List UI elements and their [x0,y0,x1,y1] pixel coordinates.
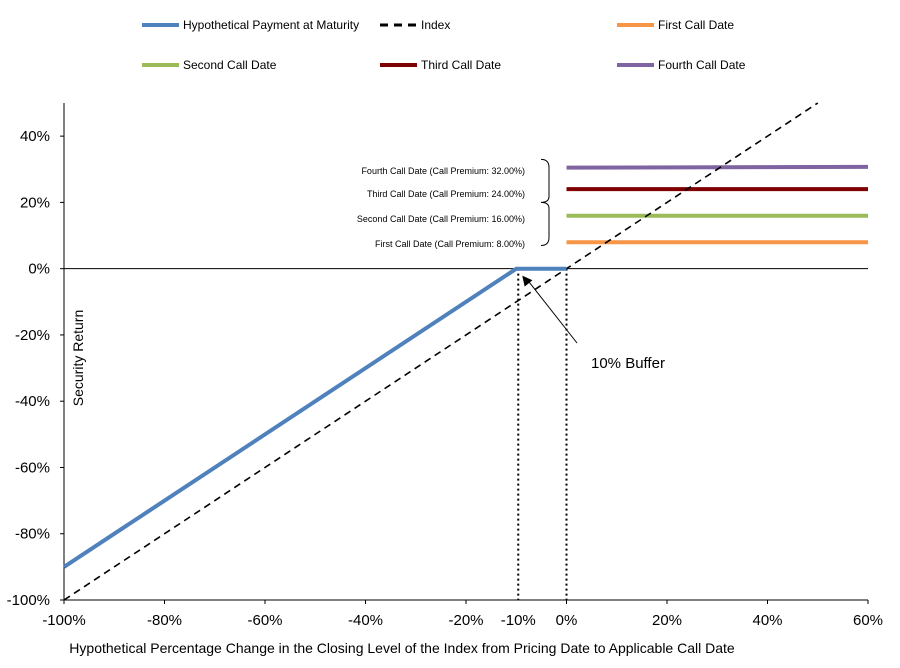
y-tick-label: -20% [15,327,50,344]
y-axis-title: Security Return [70,310,86,406]
axes [60,103,869,604]
legend-item-index: Index [380,18,450,32]
x-tick-label: -80% [147,612,182,629]
legend-item-second-call-date: Second Call Date [142,58,277,72]
buffer-label: 10% Buffer [591,355,665,372]
call-date-label: First Call Date (Call Premium: 8.00%) [375,239,525,249]
x-tick-label: 40% [752,612,782,629]
x-tick-label: 60% [853,612,883,629]
x-tick-label: -60% [247,612,282,629]
y-tick-label: -60% [15,459,50,476]
y-tick-label: 40% [20,128,50,145]
legend-label: First Call Date [658,18,734,32]
series-line-index [63,102,819,601]
y-tick-label: -80% [15,526,50,543]
call-date-label: Fourth Call Date (Call Premium: 32.00%) [361,166,525,176]
legend-item-hypothetical-payment-at-maturity: Hypothetical Payment at Maturity [142,18,359,32]
x-tick-label: 20% [652,612,682,629]
x-tick-label-buffer: -10% [501,612,536,629]
legend-label: Index [421,18,450,32]
x-axis-title: Hypothetical Percentage Change in the Cl… [69,640,735,656]
call-date-brace [540,158,550,246]
y-tick-label: 20% [20,194,50,211]
legend-label: Third Call Date [421,58,501,72]
legend-item-fourth-call-date: Fourth Call Date [617,58,746,72]
buffer-arrow-head [522,275,533,287]
y-tick-label: -100% [7,592,50,609]
x-tick-label: -40% [348,612,383,629]
tick-labels: -100% -80% -60% -40% -20% 0% 20% 40% -100% -80% -6… [7,128,883,629]
x-tick-label: -100% [42,612,85,629]
legend-label: Second Call Date [183,58,277,72]
y-tick-label: 0% [28,261,50,278]
legend-item-first-call-date: First Call Date [617,18,734,32]
legend-label: Hypothetical Payment at Maturity [183,18,359,32]
call-date-label: Second Call Date (Call Premium: 16.00%) [357,214,525,224]
y-tick-label: -40% [15,393,50,410]
buffer-guides [517,268,568,600]
legend-label: Fourth Call Date [658,58,746,72]
legend-item-third-call-date: Third Call Date [380,58,501,72]
series-line-hypothetical-payment-at-maturity [62,266,567,569]
x-tick-label: 0% [556,612,578,629]
call-date-label: Third Call Date (Call Premium: 24.00%) [367,189,525,199]
annotations: Fourth Call Date (Call Premium: 32.00%) T… [357,158,665,372]
x-tick-label: -20% [448,612,483,629]
series-lines [62,102,869,601]
buffer-arrow-line [526,279,578,344]
series-line-fourth-call-date [566,164,869,170]
legend: Hypothetical Payment at Maturity Index Fir… [142,18,746,72]
